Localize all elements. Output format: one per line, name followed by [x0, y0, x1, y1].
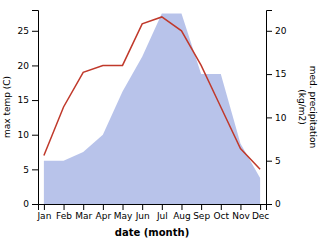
tick: 20 [266, 26, 287, 36]
tick: Jan [36, 204, 51, 221]
tick-label: 25 [18, 26, 29, 36]
tick-label: Feb [56, 211, 72, 221]
axis-line [39, 205, 267, 211]
tick-label: 10 [18, 130, 30, 140]
tick-mark [32, 31, 38, 32]
tick-label: 0 [275, 199, 281, 209]
tick-mark [32, 135, 38, 136]
tick: Dec [252, 204, 269, 221]
tick: 5 [266, 156, 281, 166]
tick-label: 10 [275, 113, 287, 123]
precipitation-area [44, 13, 260, 204]
tick-label: 5 [23, 165, 29, 175]
x-axis: Jan FebMar AprMayJun Jul AugSep OctNovDec [36, 204, 269, 221]
tick: Nov [232, 204, 250, 221]
axis-line [267, 11, 273, 205]
tick-mark [260, 204, 261, 210]
tick: 15 [266, 69, 286, 79]
tick-label: 15 [18, 95, 29, 105]
tick: Sep [193, 204, 210, 221]
tick: Jun [135, 204, 150, 221]
tick-mark [266, 31, 272, 32]
tick-label: Aug [173, 211, 191, 221]
tick: Apr [96, 204, 112, 221]
tick: 0 [266, 199, 281, 209]
tick-mark [103, 204, 104, 210]
marks [44, 13, 260, 204]
tick-label: Nov [232, 211, 250, 221]
tick-mark [64, 204, 65, 210]
tick: 20 [18, 61, 38, 71]
y2-axis-title: med. precipitation(kg/m2) [297, 66, 318, 148]
tick-mark [266, 117, 272, 118]
tick-mark [201, 204, 202, 210]
tick-label: Apr [96, 211, 112, 221]
tick-label: 5 [275, 156, 281, 166]
tick-label: 15 [275, 69, 286, 79]
tick-mark [162, 204, 163, 210]
chart: Jan FebMar AprMayJun Jul AugSep OctNovDec 0 5 10… [0, 0, 318, 242]
temperature-line [44, 17, 260, 169]
tick-mark [32, 100, 38, 101]
x-axis-title: date (month) [115, 227, 189, 238]
tick: 10 [266, 113, 287, 123]
tick-label: Jun [135, 211, 150, 221]
tick: 5 [23, 165, 38, 175]
tick-mark [266, 74, 272, 75]
tick-mark [221, 204, 222, 210]
tick: Oct [214, 204, 230, 221]
tick-mark [32, 169, 38, 170]
tick: 10 [18, 130, 38, 140]
tick: 15 [18, 95, 38, 105]
tick-mark [266, 161, 272, 162]
tick-label: 0 [23, 199, 29, 209]
tick-label: Mar [75, 211, 92, 221]
tick-mark [181, 204, 182, 210]
tick-mark [44, 204, 45, 210]
tick-label: Oct [214, 211, 230, 221]
tick: Jul [156, 204, 168, 221]
tick-mark [32, 204, 38, 205]
tick-label: May [114, 211, 133, 221]
title-line: (kg/m2) [297, 89, 307, 124]
tick-mark [240, 204, 241, 210]
tick-mark [123, 204, 124, 210]
tick: 25 [18, 26, 38, 36]
tick-mark [266, 204, 272, 205]
y-axis: 0 5 10 15 20 25 [18, 11, 39, 210]
tick-label: Jul [156, 211, 168, 221]
y-axis-title: max temp (C) [2, 76, 12, 138]
tick-label: Dec [252, 211, 269, 221]
tick-label: 20 [275, 26, 287, 36]
title-line: med. precipitation [308, 66, 318, 148]
y2-axis: 0 5 10 15 20 [266, 11, 287, 210]
tick: 0 [23, 199, 38, 209]
tick-label: Sep [193, 211, 210, 221]
tick-label: 20 [18, 61, 30, 71]
tick-mark [142, 204, 143, 210]
tick: May [114, 204, 133, 221]
tick-mark [32, 65, 38, 66]
tick: Aug [173, 204, 191, 221]
tick: Feb [56, 204, 72, 221]
plot: Jan FebMar AprMayJun Jul AugSep OctNovDec 0 5 10… [2, 11, 318, 239]
axis-line [32, 11, 39, 205]
tick: Mar [75, 204, 92, 221]
tick-label: Jan [36, 211, 51, 221]
tick-mark [83, 204, 84, 210]
